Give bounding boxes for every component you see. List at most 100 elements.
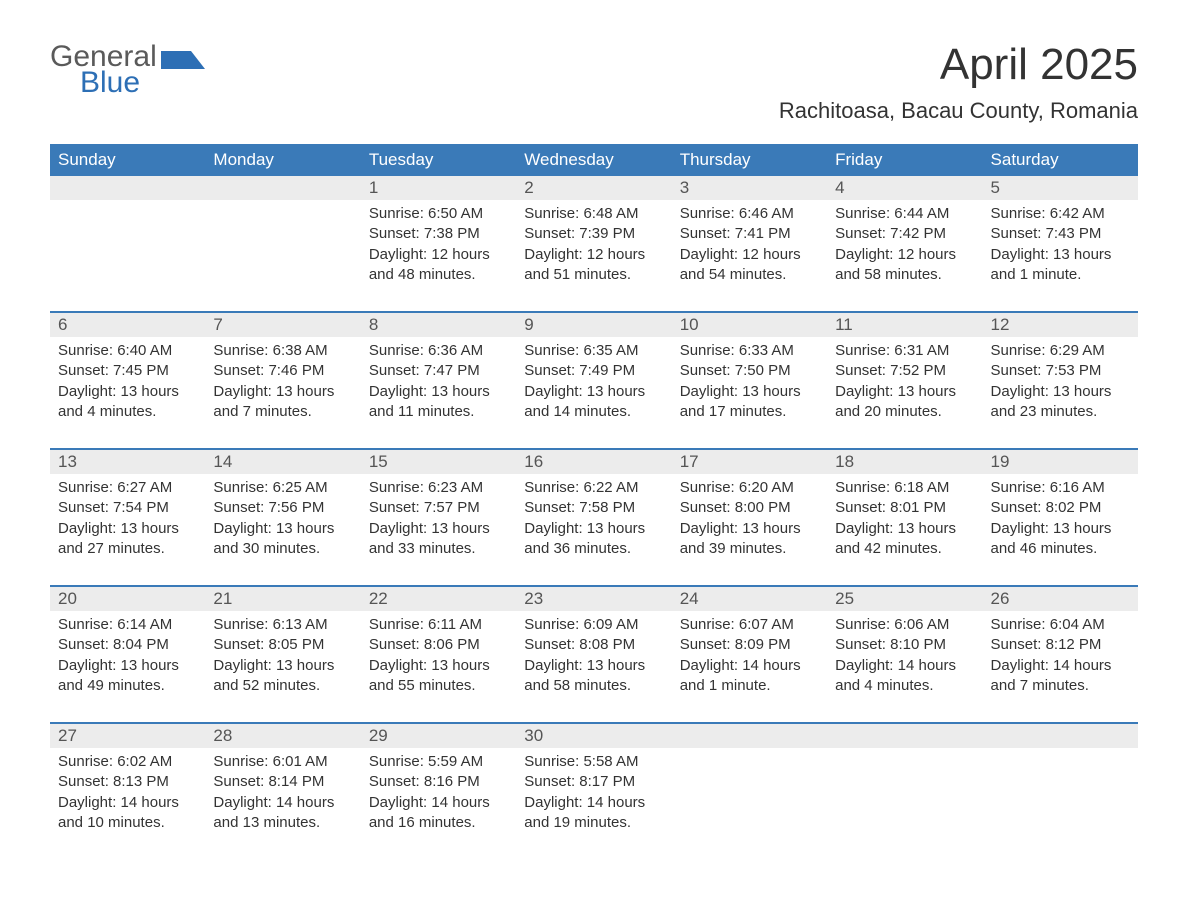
sunset-text: Sunset: 8:10 PM <box>835 635 974 655</box>
weekday-header: Thursday <box>672 144 827 176</box>
day-data-cell: Sunrise: 6:20 AMSunset: 8:00 PMDaylight:… <box>672 474 827 586</box>
d2-text: and 51 minutes. <box>524 265 663 285</box>
sunset-text: Sunset: 8:00 PM <box>680 498 819 518</box>
day-data-cell <box>983 748 1138 860</box>
sunrise-text: Sunrise: 6:33 AM <box>680 341 819 361</box>
daynum-row: 6789101112 <box>50 312 1138 337</box>
sunset-text: Sunset: 7:42 PM <box>835 224 974 244</box>
sunrise-text: Sunrise: 6:09 AM <box>524 615 663 635</box>
sunrise-text: Sunrise: 6:44 AM <box>835 204 974 224</box>
sunset-text: Sunset: 7:54 PM <box>58 498 197 518</box>
d1-text: Daylight: 14 hours <box>835 656 974 676</box>
day-data-cell: Sunrise: 6:27 AMSunset: 7:54 PMDaylight:… <box>50 474 205 586</box>
day-data-cell: Sunrise: 6:13 AMSunset: 8:05 PMDaylight:… <box>205 611 360 723</box>
d2-text: and 55 minutes. <box>369 676 508 696</box>
day-data-row: Sunrise: 6:02 AMSunset: 8:13 PMDaylight:… <box>50 748 1138 860</box>
d1-text: Daylight: 14 hours <box>58 793 197 813</box>
day-data-cell: Sunrise: 6:14 AMSunset: 8:04 PMDaylight:… <box>50 611 205 723</box>
day-data-cell: Sunrise: 6:46 AMSunset: 7:41 PMDaylight:… <box>672 200 827 312</box>
sunset-text: Sunset: 8:01 PM <box>835 498 974 518</box>
weekday-header: Monday <box>205 144 360 176</box>
d1-text: Daylight: 14 hours <box>524 793 663 813</box>
d1-text: Daylight: 13 hours <box>991 382 1130 402</box>
d2-text: and 58 minutes. <box>524 676 663 696</box>
daynum-row: 13141516171819 <box>50 449 1138 474</box>
day-data-cell: Sunrise: 6:06 AMSunset: 8:10 PMDaylight:… <box>827 611 982 723</box>
day-data-cell: Sunrise: 6:07 AMSunset: 8:09 PMDaylight:… <box>672 611 827 723</box>
day-number-cell: 15 <box>361 449 516 474</box>
d1-text: Daylight: 13 hours <box>369 382 508 402</box>
weekday-header: Saturday <box>983 144 1138 176</box>
day-number-cell: 25 <box>827 586 982 611</box>
d2-text: and 49 minutes. <box>58 676 197 696</box>
day-number-cell: 12 <box>983 312 1138 337</box>
day-data-cell: Sunrise: 5:59 AMSunset: 8:16 PMDaylight:… <box>361 748 516 860</box>
d1-text: Daylight: 13 hours <box>58 519 197 539</box>
d1-text: Daylight: 12 hours <box>835 245 974 265</box>
d2-text: and 7 minutes. <box>213 402 352 422</box>
day-number-cell: 11 <box>827 312 982 337</box>
day-data-cell <box>827 748 982 860</box>
d1-text: Daylight: 13 hours <box>680 519 819 539</box>
day-number-cell: 10 <box>672 312 827 337</box>
day-data-cell: Sunrise: 6:04 AMSunset: 8:12 PMDaylight:… <box>983 611 1138 723</box>
day-number-cell: 4 <box>827 176 982 200</box>
sunrise-text: Sunrise: 6:27 AM <box>58 478 197 498</box>
d1-text: Daylight: 14 hours <box>680 656 819 676</box>
day-number-cell: 29 <box>361 723 516 748</box>
sunset-text: Sunset: 7:47 PM <box>369 361 508 381</box>
d1-text: Daylight: 14 hours <box>369 793 508 813</box>
sunset-text: Sunset: 7:53 PM <box>991 361 1130 381</box>
day-data-cell <box>672 748 827 860</box>
day-number-cell: 26 <box>983 586 1138 611</box>
d1-text: Daylight: 12 hours <box>680 245 819 265</box>
sunset-text: Sunset: 8:06 PM <box>369 635 508 655</box>
day-data-cell: Sunrise: 6:29 AMSunset: 7:53 PMDaylight:… <box>983 337 1138 449</box>
d2-text: and 54 minutes. <box>680 265 819 285</box>
sunrise-text: Sunrise: 6:23 AM <box>369 478 508 498</box>
d2-text: and 14 minutes. <box>524 402 663 422</box>
sunset-text: Sunset: 7:39 PM <box>524 224 663 244</box>
day-number-cell: 5 <box>983 176 1138 200</box>
weekday-header: Wednesday <box>516 144 671 176</box>
day-number-cell <box>50 176 205 200</box>
d1-text: Daylight: 13 hours <box>524 656 663 676</box>
sunrise-text: Sunrise: 6:02 AM <box>58 752 197 772</box>
header-region: General Blue April 2025 Rachitoasa, Baca… <box>50 40 1138 136</box>
day-data-cell: Sunrise: 5:58 AMSunset: 8:17 PMDaylight:… <box>516 748 671 860</box>
day-data-cell: Sunrise: 6:22 AMSunset: 7:58 PMDaylight:… <box>516 474 671 586</box>
sunset-text: Sunset: 7:56 PM <box>213 498 352 518</box>
day-number-cell: 1 <box>361 176 516 200</box>
d2-text: and 36 minutes. <box>524 539 663 559</box>
sunrise-text: Sunrise: 5:58 AM <box>524 752 663 772</box>
sunrise-text: Sunrise: 6:20 AM <box>680 478 819 498</box>
day-number-cell: 27 <box>50 723 205 748</box>
d1-text: Daylight: 13 hours <box>680 382 819 402</box>
calendar-table: Sunday Monday Tuesday Wednesday Thursday… <box>50 144 1138 860</box>
d2-text: and 30 minutes. <box>213 539 352 559</box>
d2-text: and 33 minutes. <box>369 539 508 559</box>
d1-text: Daylight: 13 hours <box>369 519 508 539</box>
day-number-cell: 7 <box>205 312 360 337</box>
d2-text: and 23 minutes. <box>991 402 1130 422</box>
day-number-cell: 3 <box>672 176 827 200</box>
day-data-cell <box>205 200 360 312</box>
day-number-cell: 2 <box>516 176 671 200</box>
day-data-cell: Sunrise: 6:35 AMSunset: 7:49 PMDaylight:… <box>516 337 671 449</box>
day-number-cell: 14 <box>205 449 360 474</box>
day-data-cell: Sunrise: 6:09 AMSunset: 8:08 PMDaylight:… <box>516 611 671 723</box>
day-number-cell: 21 <box>205 586 360 611</box>
sunset-text: Sunset: 8:09 PM <box>680 635 819 655</box>
d1-text: Daylight: 12 hours <box>369 245 508 265</box>
d1-text: Daylight: 13 hours <box>58 656 197 676</box>
sunset-text: Sunset: 8:02 PM <box>991 498 1130 518</box>
logo-flag-icon <box>161 45 205 69</box>
sunset-text: Sunset: 7:52 PM <box>835 361 974 381</box>
sunset-text: Sunset: 7:45 PM <box>58 361 197 381</box>
day-data-row: Sunrise: 6:50 AMSunset: 7:38 PMDaylight:… <box>50 200 1138 312</box>
sunset-text: Sunset: 7:58 PM <box>524 498 663 518</box>
d2-text: and 4 minutes. <box>58 402 197 422</box>
d2-text: and 58 minutes. <box>835 265 974 285</box>
d1-text: Daylight: 13 hours <box>524 519 663 539</box>
sunset-text: Sunset: 7:50 PM <box>680 361 819 381</box>
